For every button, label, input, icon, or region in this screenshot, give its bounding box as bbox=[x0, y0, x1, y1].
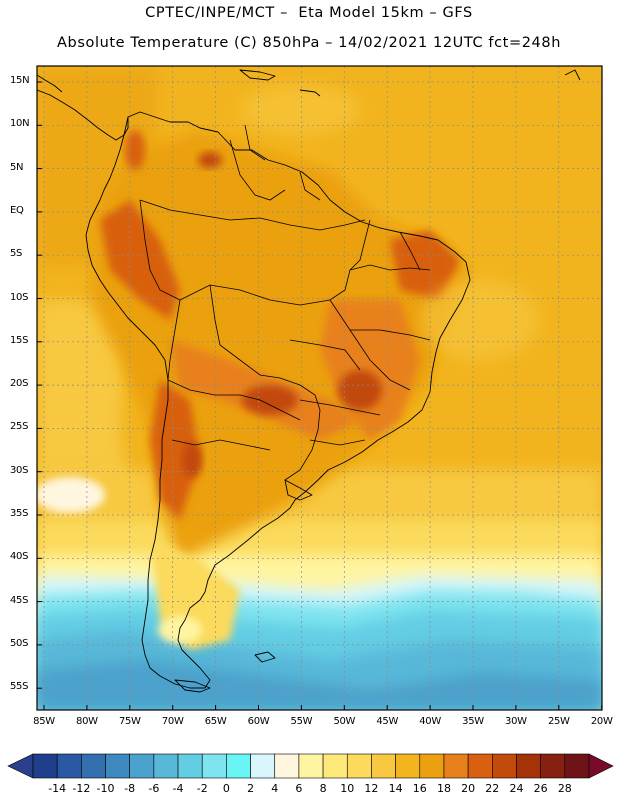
colorbar-swatch bbox=[129, 753, 155, 779]
colorbar-label: 14 bbox=[388, 782, 403, 795]
colorbar-label: 20 bbox=[461, 782, 476, 795]
colorbar-label: -12 bbox=[72, 782, 91, 795]
colorbar-label: 0 bbox=[222, 782, 230, 795]
coastline bbox=[37, 69, 581, 693]
lon-label: 85W bbox=[33, 716, 55, 727]
colorbar-swatch bbox=[226, 753, 251, 779]
colorbar-label: 16 bbox=[412, 782, 427, 795]
lat-label: EQ bbox=[10, 204, 24, 216]
colorbar-label: -4 bbox=[172, 782, 184, 795]
colorbar-swatch bbox=[419, 753, 445, 779]
lat-label: 40S bbox=[10, 551, 29, 563]
colorbar-low-arrow bbox=[7, 753, 34, 779]
colorbar-swatch bbox=[395, 753, 421, 779]
colorbar-swatch bbox=[492, 753, 517, 779]
colorbar-label: 10 bbox=[340, 782, 355, 795]
lon-label: 60W bbox=[247, 716, 270, 727]
lon-label: 40W bbox=[419, 716, 441, 727]
lon-label: 70W bbox=[161, 716, 184, 727]
colorbar-swatch bbox=[443, 753, 469, 779]
colorbar bbox=[7, 753, 614, 779]
colorbar-label: 26 bbox=[533, 782, 548, 795]
colorbar-label: 18 bbox=[436, 782, 451, 795]
lat-label: 35S bbox=[10, 508, 29, 519]
temperature-field bbox=[37, 66, 602, 710]
colorbar-label: 22 bbox=[485, 782, 500, 795]
lat-label: 20S bbox=[10, 378, 29, 390]
lat-label: 5S bbox=[10, 248, 23, 260]
lat-label: 15N bbox=[10, 75, 30, 86]
lon-label: 65W bbox=[204, 716, 227, 727]
colorbar-label: 28 bbox=[557, 782, 572, 795]
colorbar-swatch bbox=[540, 753, 566, 779]
title-line-1: CPTEC/INPE/MCT – Eta Model 15km – GFS bbox=[145, 5, 473, 21]
colorbar-swatch bbox=[201, 753, 227, 779]
colorbar-swatch bbox=[153, 753, 179, 779]
colorbar-swatch bbox=[274, 753, 300, 779]
lat-label: 25S bbox=[10, 421, 29, 433]
colorbar-swatch bbox=[105, 753, 130, 779]
colorbar-label: -6 bbox=[148, 782, 160, 795]
colorbar-label: 2 bbox=[247, 782, 255, 795]
colorbar-label: 12 bbox=[364, 782, 379, 795]
lat-label: 50S bbox=[10, 637, 29, 649]
colorbar-swatch bbox=[371, 753, 396, 779]
lon-label: 20W bbox=[590, 716, 613, 727]
colorbar-label: 4 bbox=[271, 782, 279, 795]
title-line-2: Absolute Temperature (C) 850hPa – 14/02/… bbox=[57, 35, 561, 51]
colorbar-swatch bbox=[564, 753, 590, 779]
colorbar-swatch bbox=[467, 753, 493, 779]
colorbar-swatch bbox=[298, 753, 324, 779]
lon-label: 25W bbox=[547, 716, 570, 727]
colorbar-label: 24 bbox=[509, 782, 524, 795]
lat-label: 45S bbox=[10, 594, 29, 606]
lon-label: 55W bbox=[290, 716, 313, 727]
colorbar-swatch bbox=[177, 753, 203, 779]
lat-label: 10N bbox=[10, 118, 30, 130]
lon-label: 35W bbox=[462, 716, 484, 727]
lon-label: 45W bbox=[376, 716, 399, 727]
lat-label: 55S bbox=[10, 681, 29, 693]
lat-label: 30S bbox=[10, 464, 29, 476]
lat-label: 5N bbox=[10, 161, 24, 173]
lon-label: 80W bbox=[76, 716, 98, 727]
colorbar-label: -14 bbox=[48, 782, 67, 795]
colorbar-high-arrow bbox=[588, 753, 614, 779]
colorbar-swatch bbox=[322, 753, 348, 779]
colorbar-label: 6 bbox=[295, 782, 303, 795]
lon-label: 30W bbox=[505, 716, 527, 727]
colorbar-swatch bbox=[346, 753, 372, 779]
lon-label: 75W bbox=[118, 716, 141, 727]
colorbar-swatch bbox=[32, 753, 58, 779]
colorbar-swatch bbox=[56, 753, 82, 779]
colorbar-label: 8 bbox=[319, 782, 327, 795]
lat-label: 10S bbox=[10, 291, 29, 303]
colorbar-swatch bbox=[250, 753, 276, 779]
colorbar-swatch bbox=[516, 753, 541, 779]
map-frame bbox=[36, 65, 603, 711]
country-borders bbox=[139, 124, 431, 481]
colorbar-label: -10 bbox=[96, 782, 115, 795]
axis-ticks bbox=[37, 81, 603, 710]
lon-label: 50W bbox=[333, 716, 356, 727]
colorbar-label: -8 bbox=[124, 782, 136, 795]
lat-label: 15S bbox=[10, 334, 29, 346]
colorbar-label: -2 bbox=[196, 782, 208, 795]
colorbar-swatch bbox=[81, 753, 106, 779]
